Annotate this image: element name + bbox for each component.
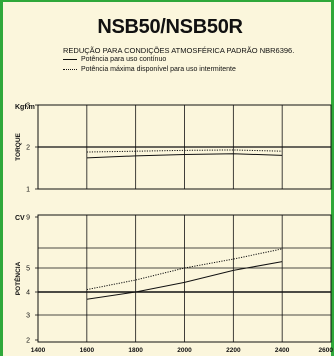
torque-y-tick-label: 1: [26, 187, 30, 194]
torque-series-continuous: [86, 153, 283, 159]
torque-series-intermittent: [86, 149, 283, 153]
x-tick-label: 2200: [226, 347, 241, 354]
legend-solid-line: [63, 58, 77, 60]
legend-dotted-line: [63, 68, 77, 70]
x-tick-label: 2000: [177, 347, 192, 354]
chart-subtitle: REDUÇÃO PARA CONDIÇÕES ATMOSFÉRICA PADRÃ…: [63, 46, 295, 55]
x-tick-label: 1400: [31, 347, 46, 354]
power-y-tick-label: 5: [26, 266, 30, 273]
legend-continuous-label: Potência para uso contínuo: [81, 56, 167, 63]
x-tick-label: 1800: [128, 347, 143, 354]
legend-continuous: Potência para uso contínuo: [63, 56, 166, 63]
power-series-continuous: [86, 261, 283, 300]
torque-y-tick-label: 2: [26, 145, 30, 152]
power-y-tick-label: 3: [26, 313, 30, 320]
x-tick-label: 1600: [80, 347, 95, 354]
torque-axis-label: TORQUE: [15, 132, 22, 160]
power-axis-label: POTÊNCIA: [13, 261, 22, 295]
power-y-tick-label: 4: [26, 290, 30, 297]
power-unit-label: CV: [15, 215, 25, 222]
x-tick-label: 2400: [275, 347, 290, 354]
legend-intermittent: Potência máxima disponível para uso inte…: [63, 66, 236, 73]
power-y-tick-label: 2: [26, 338, 30, 345]
power-y-tick-label: 9: [26, 215, 30, 222]
torque-y-tick-label: 3: [26, 103, 30, 110]
chart-title: NSB50/NSB50R: [97, 16, 243, 38]
power-series-intermittent: [86, 248, 283, 291]
x-tick-label: 2600: [319, 347, 334, 354]
torque-unit-label: Kgf.m: [15, 104, 35, 111]
legend-intermittent-label: Potência máxima disponível para uso inte…: [81, 66, 236, 73]
